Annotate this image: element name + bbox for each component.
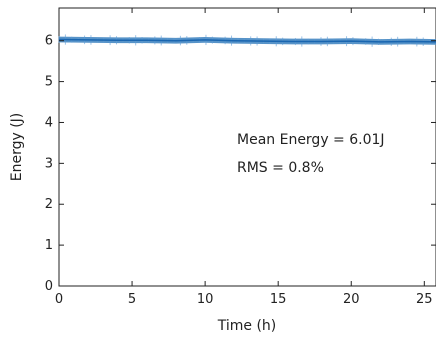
y-tick-label: 4	[45, 115, 53, 130]
x-tick-label: 15	[270, 292, 287, 307]
x-tick-label: 0	[55, 292, 63, 307]
y-tick-label: 2	[45, 197, 53, 212]
y-tick-label: 3	[45, 156, 53, 171]
x-tick-label: 20	[343, 292, 360, 307]
energy-series-line	[58, 38, 436, 43]
y-axis-label: Energy (J)	[9, 113, 25, 182]
annotation-rms: RMS = 0.8%	[237, 160, 324, 176]
x-axis-label: Time (h)	[217, 318, 277, 334]
y-tick-label: 5	[45, 75, 53, 90]
plot-area	[58, 7, 436, 287]
x-tick-label: 25	[416, 292, 433, 307]
plot-frame	[58, 7, 436, 287]
y-axis: 0 1 2 3 4 5 6	[45, 34, 436, 294]
x-axis: 0 5 10 15 20 25	[55, 8, 433, 307]
y-tick-label: 6	[45, 34, 53, 49]
y-tick-label: 1	[45, 238, 53, 253]
x-tick-label: 5	[128, 292, 136, 307]
x-tick-label: 10	[197, 292, 214, 307]
annotation-mean-energy: Mean Energy = 6.01J	[237, 132, 385, 148]
y-tick-label: 0	[45, 279, 53, 294]
